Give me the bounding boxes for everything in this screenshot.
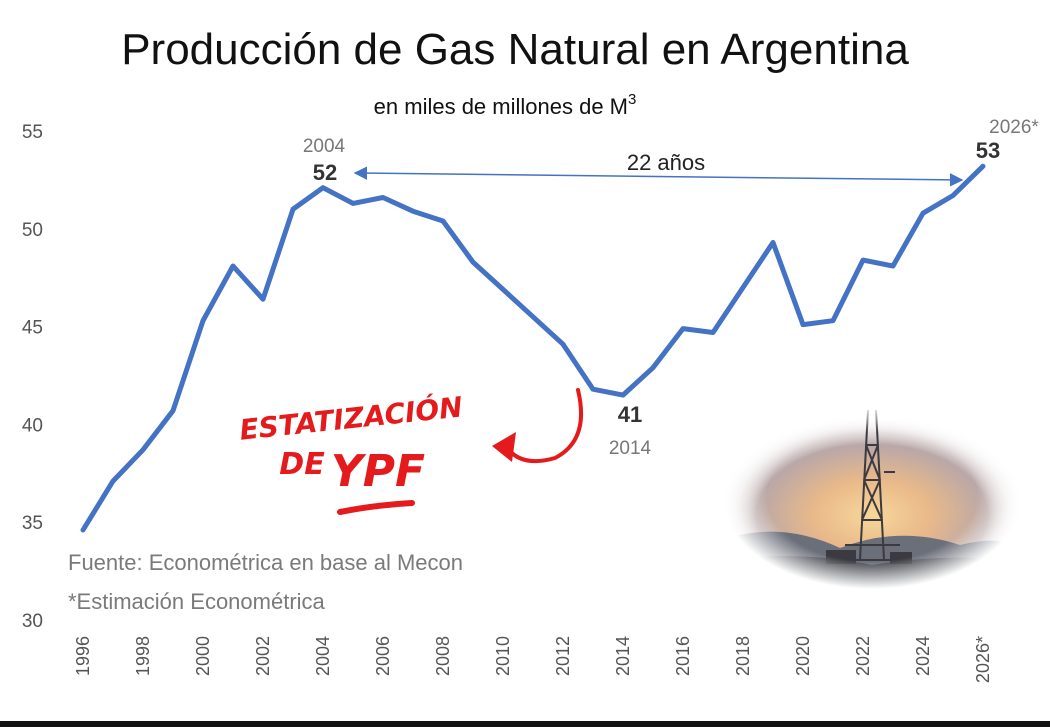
data-point (81, 528, 85, 532)
data-point (591, 387, 595, 392)
data-point (801, 322, 805, 327)
x-tick-label: 2012 (553, 636, 573, 676)
x-tick-label: 1998 (133, 636, 153, 676)
data-point (921, 211, 925, 216)
data-point (111, 479, 115, 484)
data-point (981, 164, 985, 169)
x-tick-label: 2016 (673, 636, 693, 676)
data-point (501, 287, 505, 292)
x-tick-label: 2026* (973, 636, 993, 683)
x-tick-label: 2018 (733, 636, 753, 676)
data-point (351, 201, 355, 206)
data-point (891, 264, 895, 268)
handwritten-annotation: ESTATIZACIÓN DE YPF (238, 388, 583, 515)
peak-value-label: 52 (313, 160, 337, 185)
y-tick-label: 40 (22, 415, 43, 436)
x-tick-label: 1996 (73, 636, 93, 676)
data-point (651, 365, 655, 370)
y-tick-label: 55 (22, 122, 43, 143)
data-point (681, 326, 685, 331)
data-point (231, 264, 235, 268)
handwritten-line-3: YPF (331, 446, 425, 497)
y-tick-label: 30 (22, 611, 43, 632)
data-point (171, 408, 175, 413)
data-point (141, 447, 145, 452)
source-note: Fuente: Econométrica en base al Mecon (68, 550, 463, 575)
y-tick-label: 45 (22, 318, 43, 339)
data-point (831, 318, 835, 323)
chart-subtitle-text: en miles de millones de M (374, 94, 628, 119)
y-tick-label: 50 (22, 220, 43, 241)
trough-value-label: 41 (618, 402, 642, 427)
data-point (261, 297, 265, 302)
data-point (381, 195, 385, 200)
series-group (80, 163, 986, 533)
data-point (621, 393, 625, 398)
span-arrow (353, 166, 964, 187)
x-tick-label: 2000 (193, 636, 213, 676)
handwritten-underline (337, 500, 415, 515)
end-year-label: 2026* (989, 117, 1039, 138)
chart-title: Producción de Gas Natural en Argentina (121, 25, 909, 74)
data-point (201, 318, 205, 323)
data-point (861, 258, 865, 263)
data-point (291, 207, 295, 212)
data-point (321, 185, 325, 190)
x-tick-label: 2010 (493, 636, 513, 676)
handwritten-arrow-stroke (504, 388, 583, 463)
x-tick-label: 2004 (313, 636, 333, 676)
x-axis: 1996 1998 2000 2002 2004 2006 2008 2010 2012 2014… (73, 636, 993, 683)
handwritten-arrow-head (492, 432, 516, 462)
x-tick-label: 2022 (853, 636, 873, 676)
handwritten-line-2: DE (279, 447, 325, 482)
x-tick-label: 2006 (373, 636, 393, 676)
chart-subtitle: en miles de millones de M3 (374, 91, 637, 119)
data-point (531, 314, 535, 319)
data-point (771, 240, 775, 245)
x-tick-label: 2024 (913, 636, 933, 676)
peak-year-label: 2004 (303, 136, 346, 157)
span-label: 22 años (627, 150, 705, 175)
y-axis: 30 35 40 45 50 55 (22, 122, 43, 632)
x-tick-label: 2020 (793, 636, 813, 676)
data-point (951, 193, 955, 198)
x-tick-label: 2008 (433, 636, 453, 676)
y-tick-label: 35 (22, 513, 43, 534)
trough-year-label: 2014 (609, 438, 652, 459)
estimate-note: *Estimación Econométrica (68, 589, 326, 614)
x-tick-label: 2014 (613, 636, 633, 676)
chart-subtitle-superscript: 3 (628, 91, 636, 108)
data-point (741, 285, 745, 290)
data-point (711, 330, 715, 335)
oil-rig-sunset-icon (722, 405, 1022, 600)
data-point (471, 260, 475, 265)
handwritten-line-1: ESTATIZACIÓN (238, 389, 464, 446)
end-value-label: 53 (976, 138, 1000, 163)
data-point (561, 342, 565, 347)
data-point (411, 209, 415, 214)
data-point (441, 219, 445, 223)
x-tick-label: 2002 (253, 636, 273, 676)
